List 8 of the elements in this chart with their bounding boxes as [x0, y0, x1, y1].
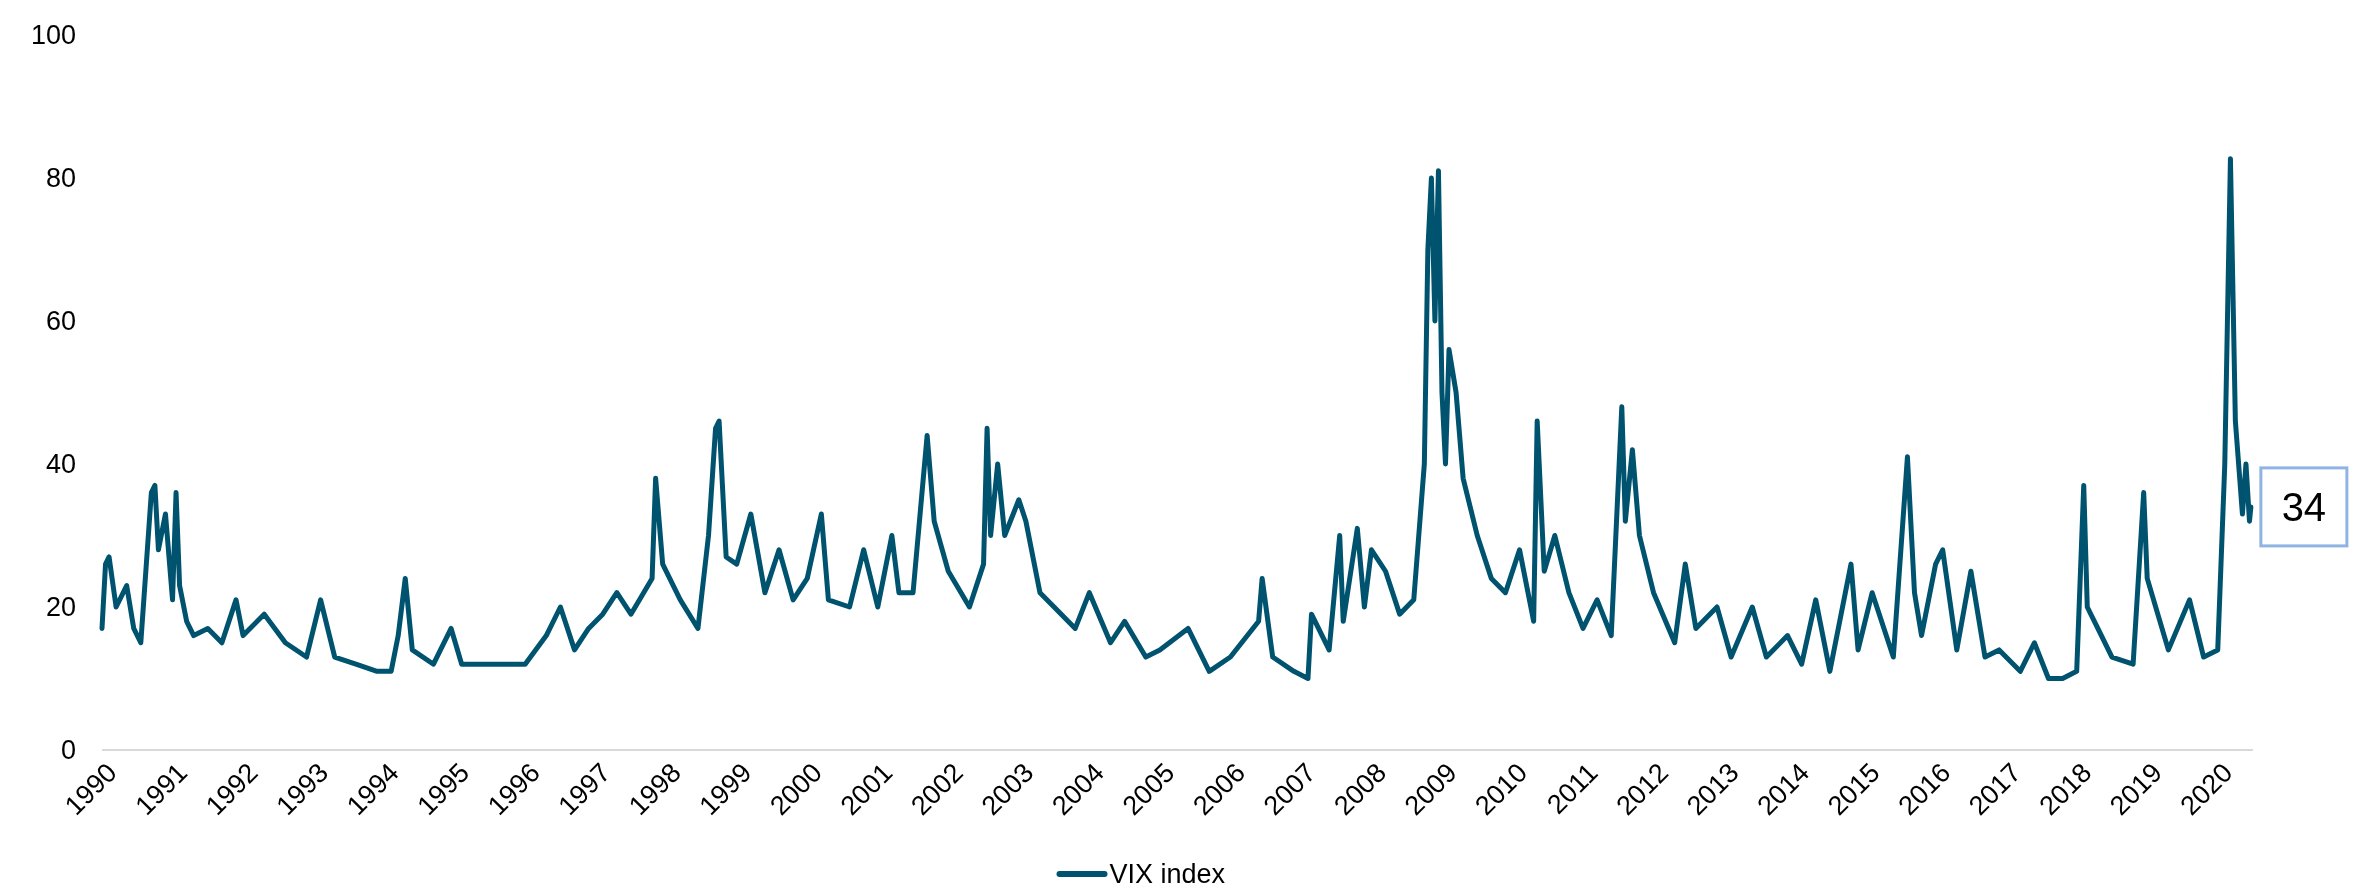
annotation: 34 — [2281, 484, 2327, 529]
y-tick-label: 60 — [45, 306, 76, 336]
y-tick-label: 100 — [30, 20, 76, 50]
y-tick-label: 20 — [45, 592, 76, 622]
legend-label: VIX index — [1109, 859, 1226, 889]
y-tick-label: 40 — [45, 449, 76, 479]
y-tick-label: 80 — [45, 163, 76, 193]
y-tick-label: 0 — [60, 735, 76, 765]
